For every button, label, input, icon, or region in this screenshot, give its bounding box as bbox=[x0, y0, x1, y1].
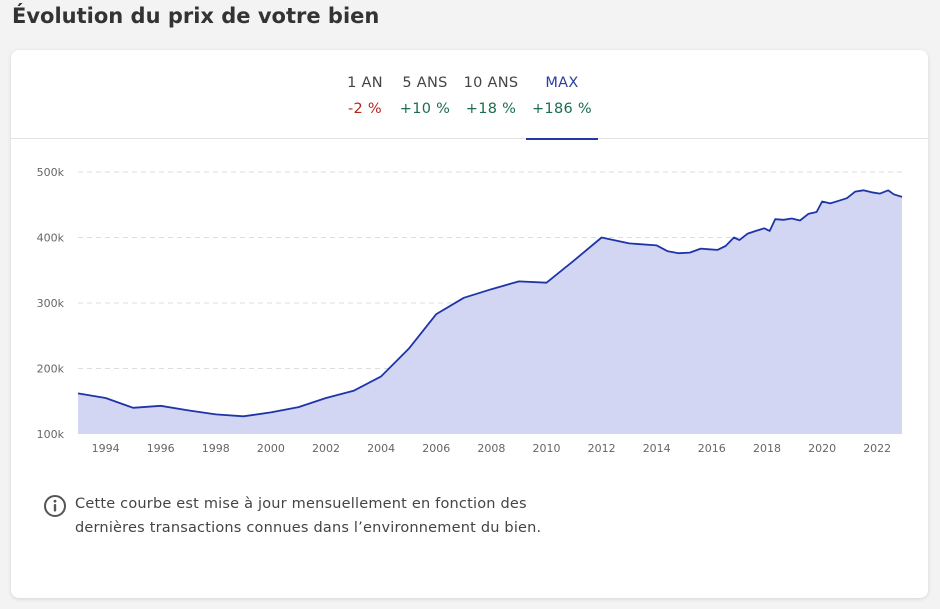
y-tick-label: 200k bbox=[37, 363, 65, 376]
tab-change: +10 % bbox=[399, 101, 451, 117]
tab-5-ans[interactable]: 5 ANS +10 % bbox=[395, 70, 455, 138]
tab-max[interactable]: MAX +186 % bbox=[526, 70, 598, 140]
period-tabs: 1 AN -2 % 5 ANS +10 % 10 ANS +18 % MAX +… bbox=[11, 50, 928, 140]
x-tick-label: 2010 bbox=[533, 442, 561, 455]
y-tick-label: 400k bbox=[37, 232, 65, 245]
y-tick-label: 500k bbox=[37, 166, 65, 179]
info-note-text: Cette courbe est mise à jour mensuelleme… bbox=[75, 496, 542, 536]
tab-label: 1 AN bbox=[347, 75, 383, 91]
tab-change: +186 % bbox=[531, 101, 592, 117]
x-tick-label: 2014 bbox=[643, 442, 671, 455]
x-tick-label: 2018 bbox=[753, 442, 781, 455]
price-evolution-card: 1 AN -2 % 5 ANS +10 % 10 ANS +18 % MAX +… bbox=[11, 50, 928, 598]
y-tick-label: 300k bbox=[37, 297, 65, 310]
x-tick-label: 2002 bbox=[312, 442, 340, 455]
tab-10-ans[interactable]: 10 ANS +18 % bbox=[459, 70, 523, 138]
tab-1-an[interactable]: 1 AN -2 % bbox=[341, 70, 389, 138]
x-tick-label: 2004 bbox=[367, 442, 395, 455]
info-icon bbox=[44, 495, 66, 517]
price-chart-svg: 100k 200k 300k 400k 500k 1994 1996 1998 2000 2002… bbox=[37, 166, 903, 455]
x-tick-label: 1996 bbox=[147, 442, 175, 455]
price-chart: 100k 200k 300k 400k 500k 1994 1996 1998 2000 2002… bbox=[11, 146, 928, 476]
price-area bbox=[78, 190, 902, 434]
y-tick-label: 100k bbox=[37, 428, 65, 441]
x-tick-label: 2016 bbox=[698, 442, 726, 455]
tab-label: 5 ANS bbox=[402, 75, 448, 91]
x-tick-label: 2012 bbox=[588, 442, 616, 455]
page-title: Évolution du prix de votre bien bbox=[12, 4, 380, 28]
x-tick-label: 2000 bbox=[257, 442, 285, 455]
x-tick-label: 2020 bbox=[808, 442, 836, 455]
x-tick-label: 2008 bbox=[477, 442, 505, 455]
x-tick-label: 2006 bbox=[422, 442, 450, 455]
tab-change: -2 % bbox=[347, 101, 383, 117]
price-line bbox=[77, 189, 903, 418]
tab-label: MAX bbox=[545, 75, 579, 91]
info-note: Cette courbe est mise à jour mensuelleme… bbox=[43, 492, 563, 540]
tab-change: +18 % bbox=[465, 101, 517, 117]
x-tick-label: 1998 bbox=[202, 442, 230, 455]
tab-label: 10 ANS bbox=[463, 75, 519, 91]
x-tick-label: 2022 bbox=[863, 442, 891, 455]
x-tick-label: 1994 bbox=[92, 442, 120, 455]
